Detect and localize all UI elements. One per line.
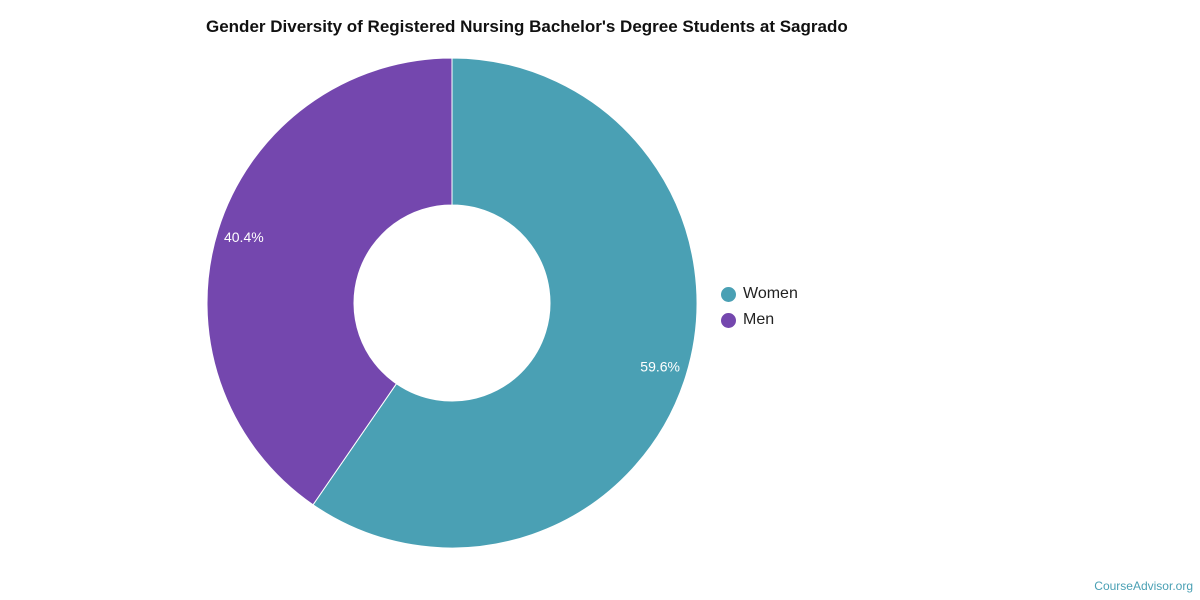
- legend-swatch-women: [721, 286, 736, 302]
- legend-item-women[interactable]: Women: [721, 281, 798, 307]
- legend: Women Men: [721, 281, 798, 333]
- data-label-men: 40.4%: [224, 229, 264, 245]
- data-label-women: 59.6%: [640, 358, 680, 374]
- legend-label-women: Women: [743, 285, 798, 302]
- legend-label-men: Men: [743, 311, 775, 328]
- slice-men[interactable]: [206, 57, 453, 506]
- slice-women[interactable]: [312, 57, 698, 549]
- watermark[interactable]: CourseAdvisor.org: [1094, 579, 1193, 593]
- legend-swatch-men: [721, 312, 736, 328]
- legend-item-men[interactable]: Men: [721, 307, 798, 333]
- chart-title: Gender Diversity of Registered Nursing B…: [206, 17, 848, 36]
